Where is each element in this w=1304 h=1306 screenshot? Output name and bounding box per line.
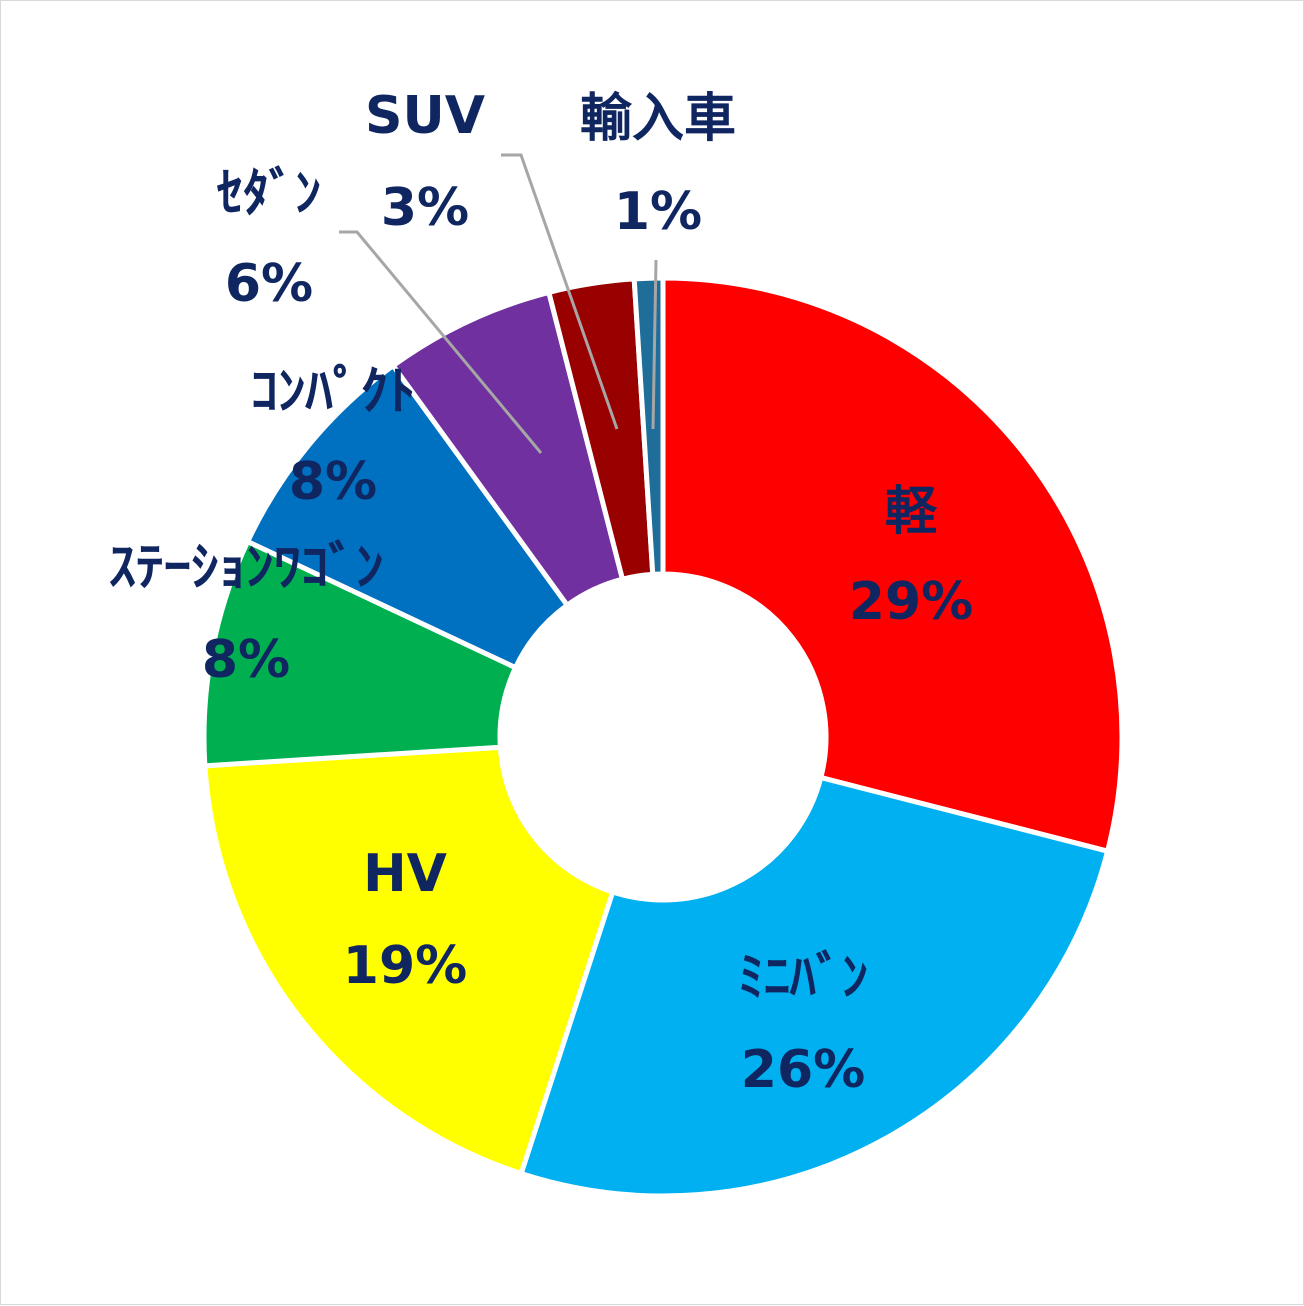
value-minivan: 26% <box>741 1040 865 1100</box>
slice-hv <box>202 744 616 1177</box>
label-imported: 輸入車 <box>580 89 736 149</box>
value-suv: 3% <box>381 178 469 238</box>
value-stationwagon: 8% <box>202 630 290 690</box>
slice-stationwagon <box>201 538 519 769</box>
value-sedan: 6% <box>225 254 313 314</box>
leader-imported <box>651 259 658 430</box>
slice-minivan <box>518 774 1111 1199</box>
label-minivan: ﾐﾆﾊﾞﾝ <box>738 948 868 1008</box>
label-stationwagon: ｽﾃｰｼｮﾝﾜｺﾞﾝ <box>109 538 384 598</box>
value-hv: 19% <box>343 936 467 996</box>
leader-suv <box>501 153 619 430</box>
value-imported: 1% <box>614 182 702 242</box>
slice-compact <box>244 362 571 671</box>
label-suv: SUV <box>365 86 485 146</box>
label-hv: HV <box>363 844 447 904</box>
label-sedan: ｾﾀﾞﾝ <box>217 164 321 224</box>
value-compact: 8% <box>289 452 377 512</box>
label-kei: 軽 <box>885 482 938 542</box>
label-compact: ｺﾝﾊﾟｸﾄ <box>251 362 416 422</box>
slice-kei <box>660 275 1125 855</box>
labels-group: 軽 29% ﾐﾆﾊﾞﾝ 26% HV 19% ｽﾃｰｼｮﾝﾜｺﾞﾝ 8% ｺﾝﾊ… <box>109 86 974 1100</box>
slices-group <box>201 275 1125 1199</box>
leader-lines <box>339 153 658 454</box>
value-kei: 29% <box>849 572 973 632</box>
leader-sedan <box>339 230 543 454</box>
